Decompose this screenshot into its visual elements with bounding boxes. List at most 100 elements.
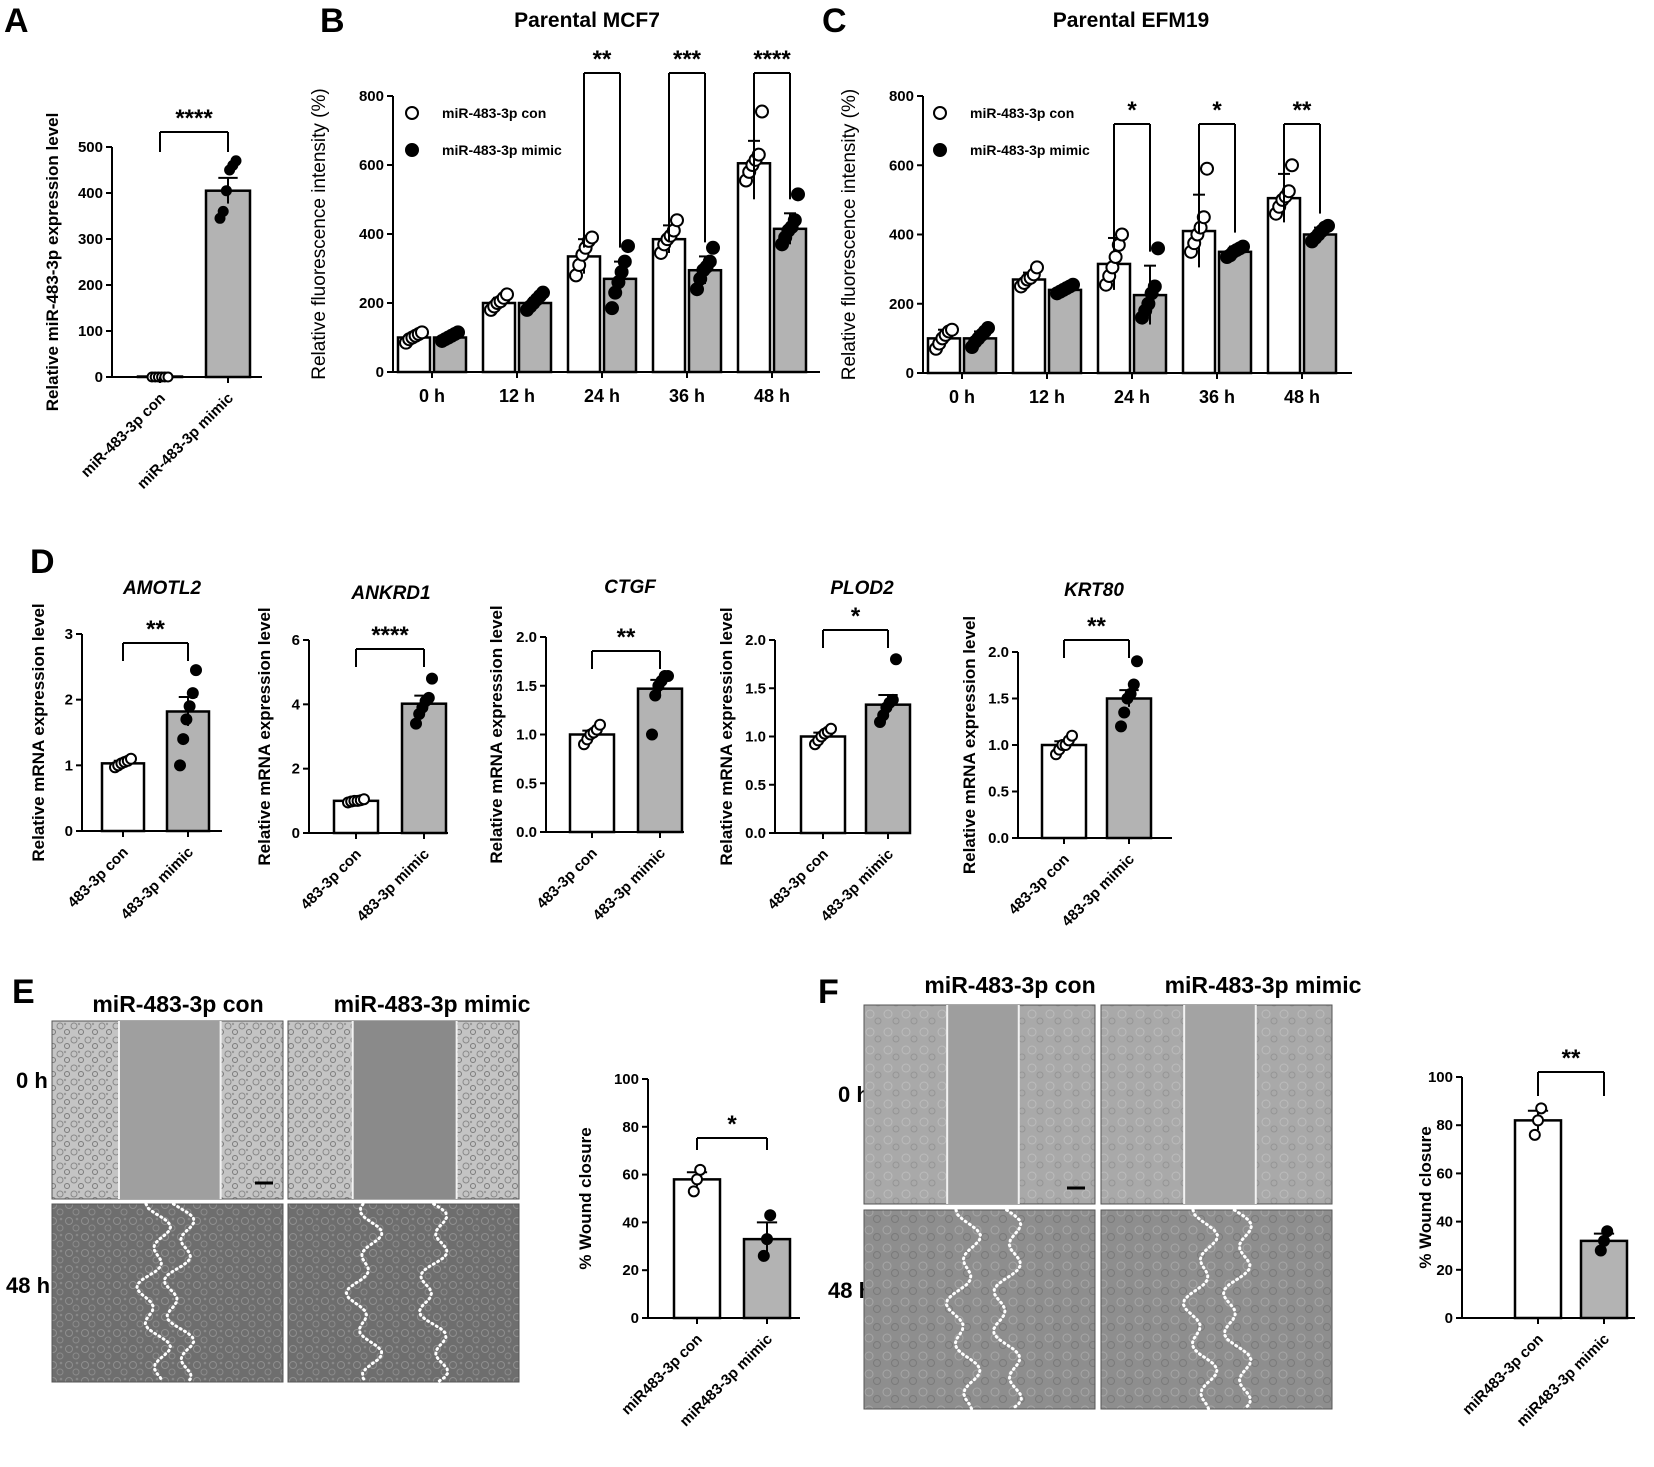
significance-stars: ** <box>1562 1045 1581 1072</box>
y-axis-label: Relative mRNA expression level <box>255 607 274 865</box>
data-point <box>765 1210 775 1220</box>
data-point <box>1596 1246 1606 1256</box>
bar <box>1013 280 1045 373</box>
significance-stars: ** <box>146 616 165 643</box>
y-tick-label: 0.5 <box>516 775 537 792</box>
y-tick-label: 100 <box>614 1071 639 1088</box>
data-point <box>1152 242 1164 254</box>
panel-label-f: F <box>818 973 839 1011</box>
data-point <box>219 207 228 216</box>
legend-con-marker <box>934 107 946 119</box>
y-tick-label: 500 <box>78 139 103 156</box>
data-point <box>1116 721 1126 731</box>
data-point <box>232 156 241 165</box>
significance-stars: **** <box>175 105 213 132</box>
gene-title: ANKRD1 <box>350 583 430 604</box>
y-tick-label: 400 <box>359 226 384 243</box>
y-tick-label: 800 <box>889 88 914 105</box>
y-tick-label: 20 <box>1436 1262 1453 1279</box>
y-tick-label: 100 <box>78 323 103 340</box>
y-tick-label: 4 <box>292 696 301 713</box>
y-axis-label: Relative mRNA expression level <box>29 603 48 861</box>
gene-title: CTGF <box>604 577 657 598</box>
data-point <box>789 214 801 226</box>
x-tick-label: 12 h <box>1029 387 1065 407</box>
y-tick-label: 60 <box>1436 1165 1453 1182</box>
bar <box>1107 699 1151 839</box>
y-tick-label: 1.5 <box>516 678 537 695</box>
significance-stars: ** <box>1293 97 1312 124</box>
y-tick-label: 0 <box>95 369 103 386</box>
y-tick-label: 20 <box>622 1262 639 1279</box>
y-tick-label: 200 <box>359 295 384 312</box>
significance-stars: *** <box>673 46 702 73</box>
y-tick-label: 0 <box>65 823 73 840</box>
y-tick-label: 200 <box>889 296 914 313</box>
data-point <box>1129 680 1139 690</box>
significance-stars: * <box>1127 97 1137 124</box>
data-point <box>424 693 434 703</box>
y-tick-label: 200 <box>78 277 103 294</box>
bar <box>866 705 910 833</box>
y-tick-label: 0 <box>906 365 914 382</box>
y-tick-label: 40 <box>622 1214 639 1231</box>
legend-mimic-marker <box>406 144 418 156</box>
bar <box>801 737 845 834</box>
significance-stars: **** <box>753 46 791 73</box>
data-point <box>178 734 188 744</box>
y-tick-label: 80 <box>622 1119 639 1136</box>
data-point <box>663 671 673 681</box>
significance-stars: ** <box>1087 613 1106 640</box>
bar <box>1049 290 1081 373</box>
bar <box>638 689 682 832</box>
data-point <box>671 214 683 226</box>
data-point <box>126 754 136 764</box>
bar <box>1515 1120 1561 1318</box>
data-point <box>1599 1236 1609 1246</box>
y-tick-label: 1.0 <box>745 729 766 746</box>
y-tick-label: 0 <box>292 825 300 842</box>
y-tick-label: 300 <box>78 231 103 248</box>
x-tick-label: 483-3p con <box>297 846 364 913</box>
gene-title: KRT80 <box>1064 580 1124 601</box>
y-tick-label: 1 <box>65 757 73 774</box>
data-point <box>826 724 836 734</box>
condition-label-con: miR-483-3p con <box>924 972 1095 998</box>
data-point <box>1536 1103 1546 1113</box>
data-point <box>1067 731 1077 741</box>
y-tick-label: 80 <box>1436 1117 1453 1134</box>
data-point <box>1602 1226 1612 1236</box>
panel-title: Parental EFM19 <box>1053 9 1209 32</box>
y-tick-label: 0 <box>631 1310 639 1327</box>
y-tick-label: 1.5 <box>988 691 1009 708</box>
y-tick-label: 0 <box>376 364 384 381</box>
y-tick-label: 600 <box>889 157 914 174</box>
y-axis-label: Relative mRNA expression level <box>487 605 506 863</box>
data-point <box>501 288 513 300</box>
significance-stars: ** <box>617 624 636 651</box>
significance-stars: * <box>727 1111 737 1138</box>
x-tick-label: 483-3p mimic <box>590 845 669 924</box>
data-point <box>704 256 716 268</box>
data-point <box>1286 159 1298 171</box>
data-point <box>982 322 994 334</box>
panel-label-b: B <box>320 2 345 40</box>
y-axis-label: Relative fluorescence intensity (%) <box>309 88 330 379</box>
panel-label-d: D <box>30 543 55 581</box>
data-point <box>619 256 631 268</box>
data-point <box>888 695 898 705</box>
panel-label-e: E <box>12 973 35 1011</box>
panel-label-c: C <box>822 2 847 40</box>
condition-label-con: miR-483-3p con <box>92 991 263 1017</box>
y-tick-label: 2 <box>65 692 73 709</box>
x-tick-label: 483-3p con <box>1005 851 1072 918</box>
significance-stars: **** <box>371 622 409 649</box>
y-tick-label: 1.0 <box>988 737 1009 754</box>
condition-label-mimic: miR-483-3p mimic <box>1165 972 1362 998</box>
data-point <box>1149 280 1161 292</box>
data-point <box>647 730 657 740</box>
y-tick-label: 600 <box>359 157 384 174</box>
data-point <box>185 701 195 711</box>
data-point <box>222 186 231 195</box>
